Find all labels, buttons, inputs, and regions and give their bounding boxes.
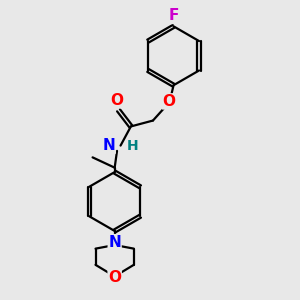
Text: N: N	[108, 235, 121, 250]
Text: O: O	[163, 94, 176, 109]
Text: H: H	[127, 139, 139, 153]
Text: O: O	[108, 270, 121, 285]
Text: N: N	[103, 138, 115, 153]
Text: O: O	[110, 93, 124, 108]
Text: F: F	[168, 8, 179, 23]
